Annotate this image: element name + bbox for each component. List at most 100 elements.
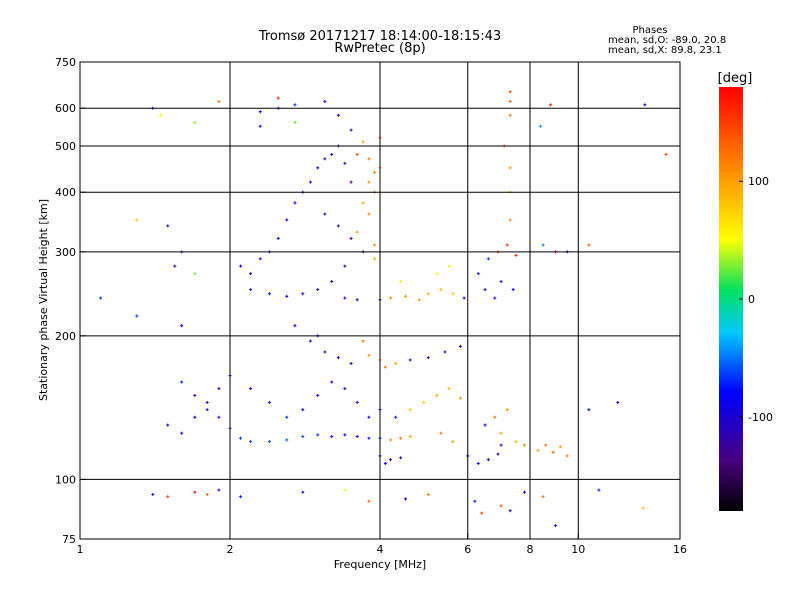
data-point — [422, 400, 426, 404]
data-point — [193, 490, 197, 494]
data-point — [641, 506, 645, 510]
data-point — [403, 294, 407, 298]
data-point — [643, 103, 647, 107]
data-point — [587, 408, 591, 412]
data-point — [180, 380, 184, 384]
data-point — [553, 524, 557, 528]
data-point — [285, 438, 289, 442]
data-point — [349, 180, 353, 184]
y-tick-label: 100 — [55, 473, 76, 486]
data-point — [476, 272, 480, 276]
data-point — [205, 408, 209, 412]
data-point — [399, 279, 403, 283]
data-point — [403, 497, 407, 501]
data-point — [316, 433, 320, 437]
y-tick-label: 300 — [55, 246, 76, 259]
data-point — [664, 152, 668, 156]
chart-title: Tromsø 20171217 18:14:00-18:15:43 — [258, 29, 501, 44]
data-point — [343, 264, 347, 268]
data-point — [323, 212, 327, 216]
data-point — [343, 433, 347, 437]
x-tick-label: 2 — [227, 543, 234, 556]
y-axis-label: Stationary phase Virtual Height [km] — [37, 199, 50, 401]
y-tick-label: 750 — [55, 56, 76, 69]
data-point — [514, 440, 518, 444]
colorbar-tick-label: 0 — [748, 293, 755, 306]
data-point — [301, 408, 305, 412]
x-tick-label: 10 — [571, 543, 585, 556]
data-point — [499, 443, 503, 447]
data-point — [508, 113, 512, 117]
data-point — [166, 423, 170, 427]
phase-mean-x: mean, sd,X: 89.8, 23.1 — [608, 45, 722, 56]
data-point — [508, 99, 512, 103]
data-point — [367, 212, 371, 216]
data-point — [389, 438, 393, 442]
data-point — [158, 113, 162, 117]
data-point — [285, 415, 289, 419]
data-point — [426, 492, 430, 496]
data-point — [336, 113, 340, 117]
data-point — [616, 400, 620, 404]
x-tick-label: 4 — [377, 543, 384, 556]
data-point — [323, 99, 327, 103]
data-point — [217, 415, 221, 419]
data-point — [383, 365, 387, 369]
data-point — [539, 124, 543, 128]
data-point — [499, 504, 503, 508]
data-point — [399, 456, 403, 460]
data-point — [435, 393, 439, 397]
data-point — [426, 292, 430, 296]
data-point — [323, 350, 327, 354]
data-point — [293, 324, 297, 328]
data-point — [447, 264, 451, 268]
data-point — [355, 152, 359, 156]
data-point — [587, 243, 591, 247]
x-axis: 1 2 4 6 8 10 16 — [77, 533, 687, 556]
data-point — [166, 224, 170, 228]
colorbar-tick-label: -100 — [748, 411, 773, 424]
data-point — [389, 458, 393, 462]
data-point — [508, 218, 512, 222]
data-point — [367, 353, 371, 357]
data-point — [343, 488, 347, 492]
data-point — [301, 292, 305, 296]
data-point — [499, 279, 503, 283]
data-point — [458, 396, 462, 400]
colorbar-unit: [deg] — [718, 71, 753, 86]
data-point — [330, 435, 334, 439]
phase-mean-o: mean, sd,O: -89.0, 20.8 — [608, 35, 726, 46]
data-point — [267, 400, 271, 404]
data-point — [193, 415, 197, 419]
data-point — [508, 166, 512, 170]
data-point — [276, 96, 280, 100]
data-point — [493, 296, 497, 300]
data-point — [293, 201, 297, 205]
data-point — [258, 110, 262, 114]
data-point — [597, 488, 601, 492]
data-point — [285, 218, 289, 222]
data-point — [367, 436, 371, 440]
chart-subtitle: RwPretec (8p) — [334, 41, 425, 56]
data-point — [217, 99, 221, 103]
data-point — [349, 236, 353, 240]
data-point — [514, 253, 518, 257]
data-point — [523, 443, 527, 447]
data-point — [355, 230, 359, 234]
data-point — [435, 272, 439, 276]
data-point — [476, 461, 480, 465]
data-point — [205, 492, 209, 496]
data-point — [343, 161, 347, 165]
data-point — [249, 387, 253, 391]
data-point — [480, 511, 484, 515]
data-point — [239, 436, 243, 440]
data-point — [394, 361, 398, 365]
data-point — [508, 90, 512, 94]
data-point — [135, 218, 139, 222]
data-point — [99, 296, 103, 300]
data-point — [193, 121, 197, 125]
y-tick-label: 75 — [62, 533, 76, 546]
x-tick-label: 1 — [77, 543, 84, 556]
data-point — [486, 458, 490, 462]
